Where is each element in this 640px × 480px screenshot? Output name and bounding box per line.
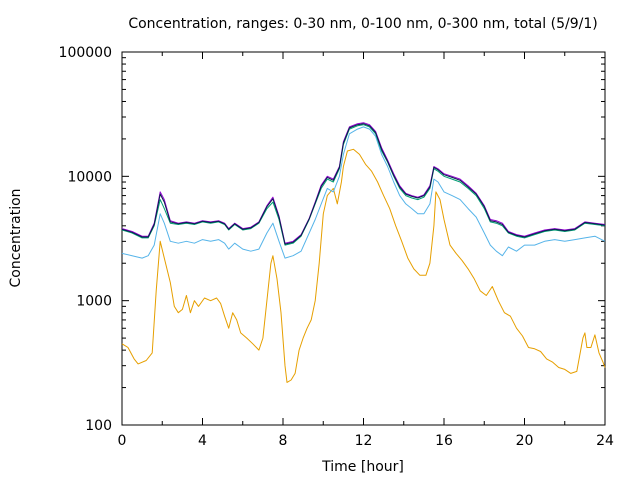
y-tick-label: 1000 — [76, 294, 112, 310]
x-tick-label: 0 — [118, 433, 127, 449]
series-group — [121, 122, 606, 383]
y-tick-label: 100 — [85, 418, 112, 434]
x-tick-label: 24 — [596, 433, 614, 449]
plot-frame — [121, 51, 606, 426]
series-line-4 — [121, 122, 606, 244]
y-axis-label: Concentration — [8, 188, 24, 287]
series-line-3 — [121, 124, 606, 246]
x-tick-label: 4 — [198, 433, 207, 449]
series-line-2 — [121, 126, 606, 259]
x-tick-label: 20 — [516, 433, 534, 449]
axis-ticks: 0 4 8 12 16 20 24 100 1000 10000 100000 — [59, 45, 614, 449]
x-tick-label: 12 — [355, 433, 373, 449]
y-tick-label: 100000 — [59, 45, 112, 61]
series-line-5 — [121, 123, 606, 245]
chart-title: Concentration, ranges: 0-30 nm, 0-100 nm… — [128, 16, 597, 32]
series-line-1 — [121, 148, 606, 383]
y-tick-label: 10000 — [67, 169, 112, 185]
x-axis-label: Time [hour] — [321, 459, 404, 475]
x-tick-label: 16 — [435, 433, 453, 449]
x-tick-label: 8 — [279, 433, 288, 449]
